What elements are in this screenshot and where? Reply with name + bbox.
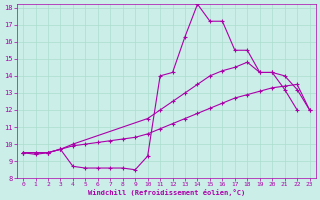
X-axis label: Windchill (Refroidissement éolien,°C): Windchill (Refroidissement éolien,°C)	[88, 189, 245, 196]
